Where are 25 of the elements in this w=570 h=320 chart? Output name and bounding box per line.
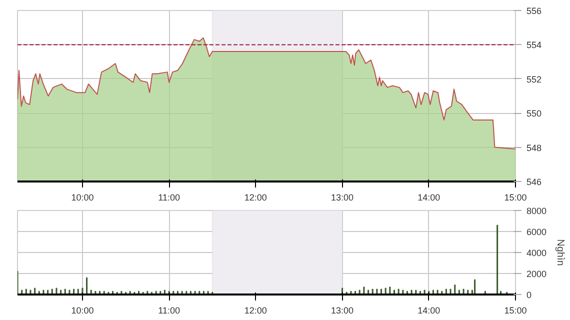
- y-tick-label: 550: [526, 108, 542, 119]
- y-tick-label: 556: [526, 6, 542, 16]
- y-tick-label: 554: [526, 40, 542, 50]
- y-tick-label: 546: [526, 177, 542, 187]
- x-tick-label: 15:00: [504, 306, 527, 316]
- y-tick-label: 8000: [526, 206, 547, 216]
- x-tick-label: 14:00: [418, 192, 440, 202]
- x-tick-label: 11:00: [158, 192, 180, 202]
- x-tick-label: 10:00: [71, 192, 94, 202]
- y2-axis-title: Nghìn: [554, 239, 566, 266]
- line-series: [18, 37, 516, 150]
- x-tick-label: 12:00: [244, 306, 267, 316]
- x-tick-label: 13:00: [331, 306, 354, 316]
- y-tick-label: 6000: [526, 227, 547, 237]
- x-tick-label: 11:00: [158, 306, 180, 316]
- x-tick-label: 14:00: [418, 306, 440, 316]
- x-tick-label: 12:00: [244, 192, 267, 202]
- x-tick-label: 15:00: [504, 192, 527, 202]
- y-tick-label: 552: [526, 74, 542, 84]
- y-tick-label: 548: [526, 142, 542, 153]
- x-tick-label: 13:00: [331, 192, 354, 202]
- y-tick-label: 2000: [526, 269, 547, 279]
- y-tick-label: 0: [526, 290, 532, 300]
- y-tick-label: 4000: [526, 248, 547, 258]
- x-tick-label: 10:00: [71, 306, 94, 316]
